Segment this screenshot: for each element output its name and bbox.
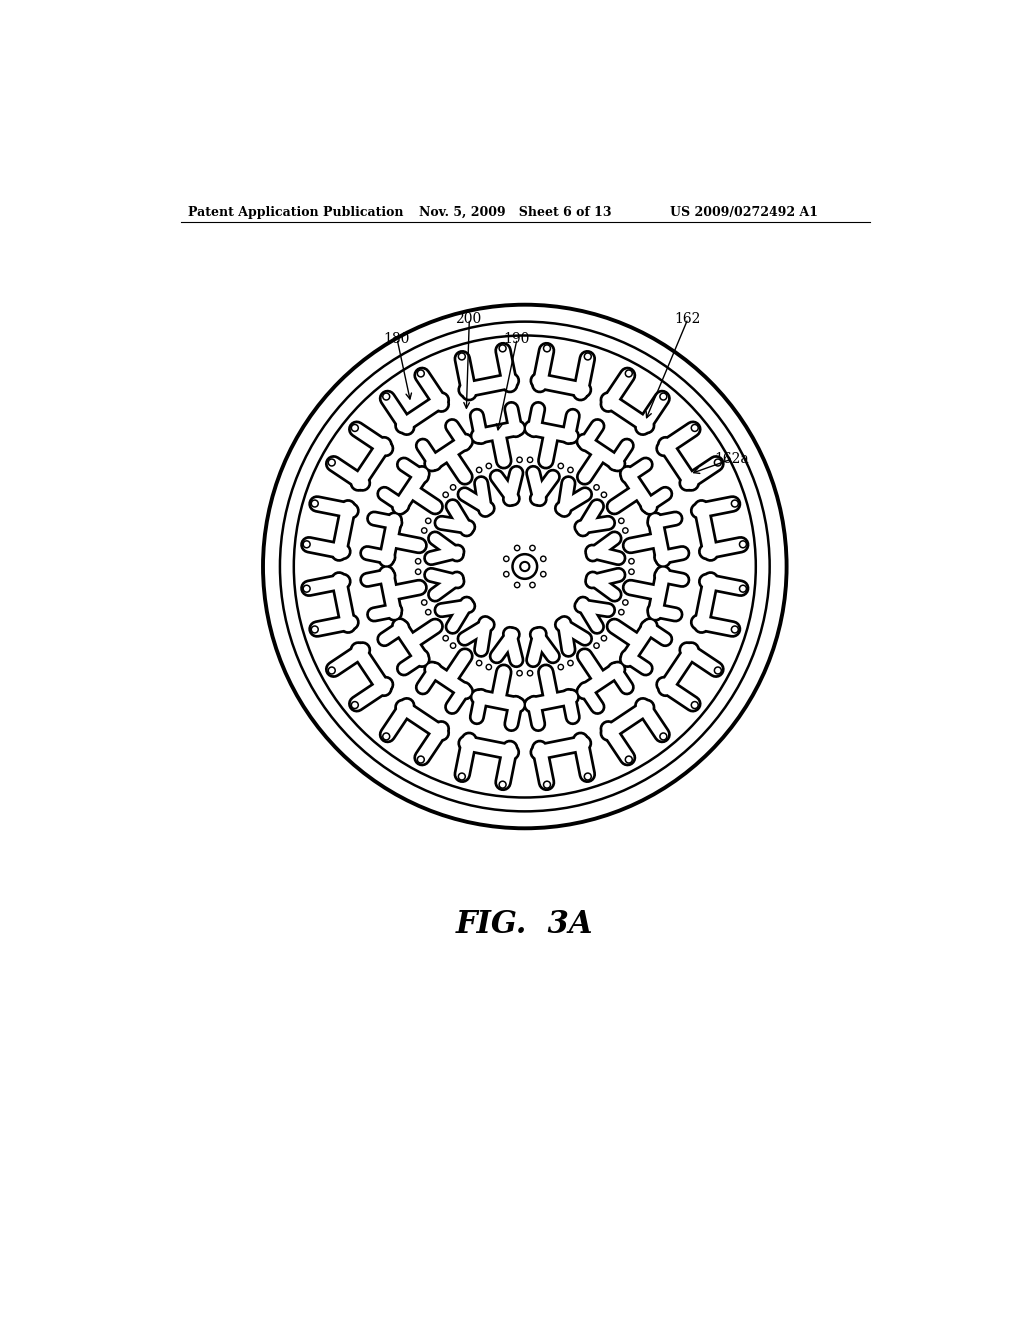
Circle shape [585, 774, 591, 780]
Circle shape [476, 467, 482, 473]
Circle shape [422, 528, 427, 533]
Text: 180: 180 [383, 331, 410, 346]
Circle shape [567, 660, 573, 665]
Circle shape [731, 500, 738, 507]
Text: 200: 200 [456, 312, 481, 326]
Circle shape [451, 643, 456, 648]
Circle shape [731, 626, 738, 634]
Circle shape [715, 667, 721, 675]
Circle shape [659, 733, 667, 741]
Circle shape [623, 599, 628, 605]
Circle shape [426, 519, 431, 524]
Circle shape [514, 545, 520, 550]
Circle shape [618, 610, 624, 615]
Circle shape [476, 660, 482, 665]
Circle shape [416, 558, 421, 564]
Circle shape [311, 626, 318, 634]
Circle shape [517, 671, 522, 676]
Circle shape [383, 393, 390, 400]
Circle shape [594, 643, 599, 648]
Text: FIG.  3A: FIG. 3A [456, 909, 594, 940]
Circle shape [329, 459, 335, 466]
Circle shape [517, 457, 522, 462]
Circle shape [351, 702, 358, 709]
Circle shape [351, 425, 358, 432]
Circle shape [418, 370, 424, 378]
Circle shape [486, 664, 492, 669]
Circle shape [659, 393, 667, 400]
Circle shape [739, 585, 746, 593]
Circle shape [691, 425, 698, 432]
Circle shape [311, 500, 318, 507]
Circle shape [303, 585, 310, 593]
Circle shape [594, 484, 599, 490]
Circle shape [451, 484, 456, 490]
Circle shape [422, 599, 427, 605]
Text: US 2009/0272492 A1: US 2009/0272492 A1 [670, 206, 817, 219]
Circle shape [626, 756, 632, 763]
Circle shape [383, 733, 390, 741]
Circle shape [527, 671, 532, 676]
Circle shape [303, 541, 310, 548]
Circle shape [558, 664, 563, 669]
Circle shape [514, 582, 520, 587]
Circle shape [499, 345, 506, 352]
Circle shape [499, 781, 506, 788]
Text: 190: 190 [503, 331, 529, 346]
Circle shape [544, 781, 551, 788]
Circle shape [601, 492, 606, 498]
Circle shape [601, 635, 606, 642]
Circle shape [618, 519, 624, 524]
Circle shape [585, 352, 591, 360]
Circle shape [443, 492, 449, 498]
Circle shape [416, 569, 421, 574]
Circle shape [541, 572, 546, 577]
Circle shape [527, 457, 532, 462]
Circle shape [629, 558, 634, 564]
Circle shape [504, 556, 509, 561]
Circle shape [443, 635, 449, 642]
Circle shape [486, 463, 492, 469]
Circle shape [567, 467, 573, 473]
Circle shape [329, 667, 335, 675]
Circle shape [691, 702, 698, 709]
Circle shape [529, 545, 536, 550]
Circle shape [541, 556, 546, 561]
Circle shape [418, 756, 424, 763]
Circle shape [626, 370, 632, 378]
Circle shape [504, 572, 509, 577]
Text: Nov. 5, 2009   Sheet 6 of 13: Nov. 5, 2009 Sheet 6 of 13 [419, 206, 611, 219]
Circle shape [529, 582, 536, 587]
Circle shape [558, 463, 563, 469]
Circle shape [426, 610, 431, 615]
Circle shape [715, 459, 721, 466]
Text: Patent Application Publication: Patent Application Publication [188, 206, 403, 219]
Text: 162: 162 [674, 312, 700, 326]
Circle shape [623, 528, 628, 533]
Circle shape [739, 541, 746, 548]
Text: 162a: 162a [714, 451, 749, 466]
Circle shape [629, 569, 634, 574]
Circle shape [459, 774, 465, 780]
Circle shape [459, 352, 465, 360]
Circle shape [544, 345, 551, 352]
